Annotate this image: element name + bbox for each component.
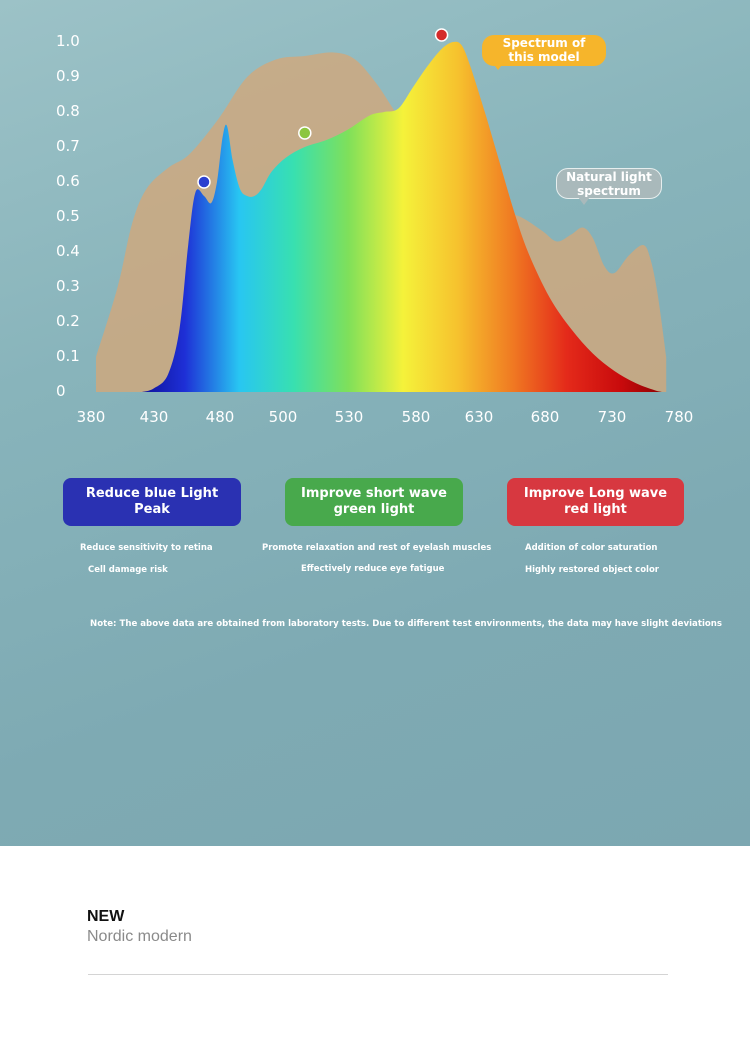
y-tick-label: 0.2 [56,312,80,330]
feature-title-line: Improve short wave [301,486,447,501]
feature-title-line: Reduce blue Light [85,486,219,501]
lab-test-note: Note: The above data are obtained from l… [90,619,723,629]
new-label: NEW [87,908,125,925]
y-tick-label: 0.4 [56,242,80,260]
y-tick-label: 0.6 [56,172,80,190]
y-tick-label: 0.8 [56,102,80,120]
callout-natural-light: Natural light spectrum [556,168,662,199]
feature-title-line: Peak [134,502,170,517]
x-tick-label: 530 [334,408,364,426]
spectrum-marker [298,126,312,140]
y-tick-label: 0.5 [56,207,80,225]
feature-title-line: Improve Long wave [523,486,668,501]
y-tick-label: 1.0 [56,32,80,50]
footer-section: NEW Nordic modern [0,846,750,1041]
y-tick-label: 0.1 [56,347,80,365]
callout-model-tail [492,62,504,70]
nordic-modern-subtitle: Nordic modern [87,928,192,945]
feature-reduce-blue-light: Reduce blue Light Peak [63,478,241,526]
y-tick-label: 0 [56,382,66,400]
x-tick-label: 430 [139,408,169,426]
callout-natural-line2: spectrum [577,184,641,198]
x-tick-label: 480 [205,408,235,426]
spectrum-chart [96,28,667,393]
callout-spectrum-model: Spectrum of this model [482,35,606,66]
spectrum-marker [197,175,211,189]
x-tick-label: 780 [664,408,694,426]
x-tick-label: 630 [464,408,494,426]
feature-desc: Promote relaxation and rest of eyelash m… [262,543,492,553]
x-tick-label: 730 [597,408,627,426]
spectrum-marker [434,28,449,42]
x-tick-label: 580 [401,408,431,426]
y-tick-label: 0.9 [56,67,80,85]
spectrum-panel: Spectrum of this model Natural light spe… [0,0,750,846]
x-tick-label: 380 [76,408,106,426]
feature-improve-red-light: Improve Long wave red light [507,478,684,526]
x-tick-label: 680 [530,408,560,426]
model-spectrum-area [142,41,662,393]
callout-model-line1: Spectrum of [502,36,586,50]
y-tick-label: 0.3 [56,277,80,295]
feature-desc: Reduce sensitivity to retina [80,543,213,553]
divider [88,974,668,975]
feature-desc: Highly restored object color [525,565,659,575]
callout-natural-tail [578,197,590,205]
x-tick-label: 500 [268,408,298,426]
feature-desc: Effectively reduce eye fatigue [301,564,445,574]
feature-desc: Cell damage risk [88,565,168,575]
feature-title-line: green light [333,502,415,517]
feature-title-line: red light [564,502,627,517]
y-tick-label: 0.7 [56,137,80,155]
feature-improve-green-light: Improve short wave green light [285,478,463,526]
callout-natural-line1: Natural light [566,170,652,184]
callout-model-line2: this model [508,50,580,64]
feature-desc: Addition of color saturation [525,543,658,553]
